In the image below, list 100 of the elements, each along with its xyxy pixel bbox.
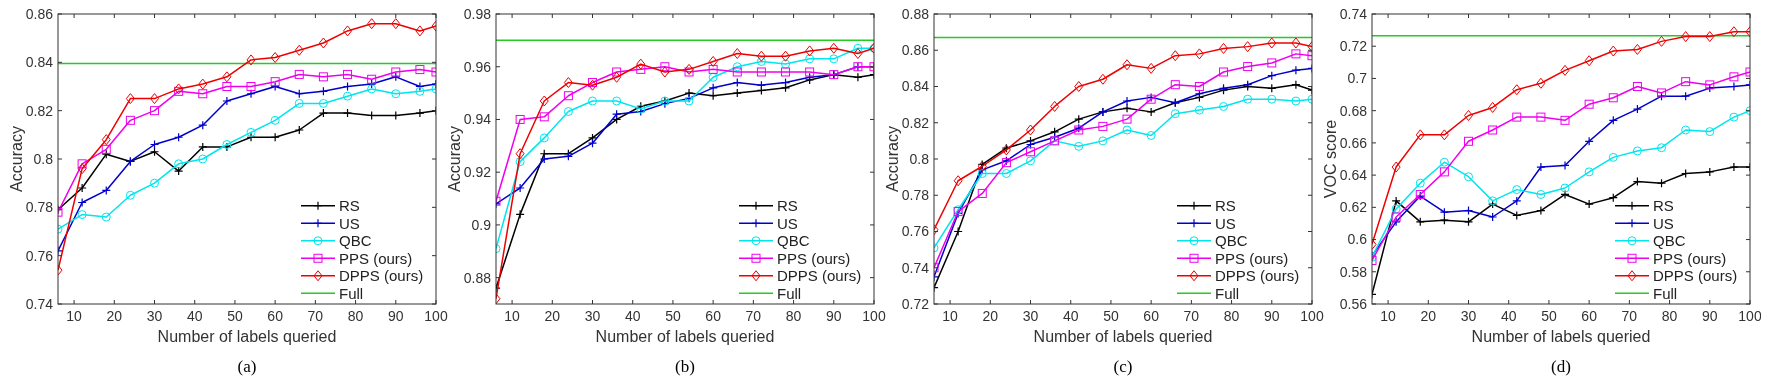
point (515, 157, 525, 167)
y-tick-label: 0.72 (1339, 38, 1368, 55)
point (1512, 112, 1522, 122)
point (1536, 162, 1546, 172)
point (1464, 172, 1474, 182)
point (174, 166, 184, 176)
point (1194, 82, 1204, 91)
point (1560, 64, 1570, 76)
x-tick-label: 70 (1183, 308, 1200, 324)
point (101, 212, 111, 222)
y-axis-title: Accuracy (884, 126, 901, 192)
point (125, 190, 135, 200)
legend-label: Full (1215, 284, 1240, 302)
legend-label: US (1215, 214, 1236, 232)
point (270, 115, 280, 125)
point (1584, 199, 1594, 209)
point (781, 67, 791, 77)
point (563, 77, 573, 89)
point (1439, 129, 1449, 141)
point (246, 89, 256, 99)
point (1074, 81, 1084, 92)
point (1194, 105, 1204, 115)
x-tick-label: 70 (745, 308, 762, 324)
point (805, 54, 815, 64)
point (1608, 93, 1618, 103)
y-tick-label: 0.88 (901, 5, 930, 22)
legend-label: US (339, 214, 360, 232)
x-tick-label: 50 (1541, 308, 1557, 324)
point (1632, 146, 1642, 156)
legend-label: DPPS (ours) (1653, 267, 1738, 284)
point (77, 159, 87, 169)
point (708, 55, 718, 67)
point (294, 69, 304, 79)
legend-label: DPPS (ours) (339, 267, 424, 284)
legend-label: PPS (ours) (1653, 249, 1727, 267)
point (853, 43, 863, 53)
legend-label: QBC (777, 232, 810, 249)
legend-label: US (1653, 214, 1674, 232)
point (1439, 157, 1449, 167)
point (1705, 127, 1715, 137)
x-tick-label: 70 (1621, 308, 1638, 324)
y-tick-label: 0.74 (25, 295, 54, 312)
point (708, 83, 718, 93)
point (636, 58, 646, 70)
legend-label: QBC (339, 232, 372, 249)
legend-label: RS (1215, 197, 1236, 214)
point (1122, 59, 1132, 71)
point (1026, 156, 1036, 166)
point (756, 67, 766, 77)
point (1391, 204, 1401, 214)
x-tick-label: 30 (584, 308, 601, 324)
y-tick-label: 0.78 (25, 199, 54, 216)
y-tick-label: 0.6 (1347, 231, 1368, 248)
point (1146, 62, 1156, 74)
point (953, 226, 963, 237)
point (318, 98, 328, 108)
point (101, 134, 111, 146)
point (415, 108, 425, 118)
x-tick-label: 100 (862, 308, 886, 324)
y-tick-label: 0.84 (901, 78, 930, 95)
text: (c) (1113, 357, 1133, 376)
point (853, 48, 863, 60)
x-tick-label: 40 (1500, 308, 1517, 324)
y-tick-label: 0.94 (463, 111, 492, 128)
point (732, 88, 742, 98)
point (660, 66, 670, 78)
point (1584, 55, 1594, 67)
point (1146, 130, 1156, 140)
point (1291, 96, 1301, 106)
point (1267, 37, 1277, 49)
point (415, 25, 425, 37)
point (1243, 94, 1253, 104)
y-tick-label: 0.76 (901, 223, 930, 240)
x-tick-label: 20 (982, 308, 999, 324)
point (588, 96, 598, 106)
legend-label: Full (339, 284, 364, 302)
point (1560, 115, 1570, 125)
point (853, 72, 863, 82)
point (1122, 96, 1132, 106)
point (1439, 167, 1449, 177)
point (318, 72, 328, 82)
point (1243, 41, 1253, 53)
point (563, 107, 573, 117)
y-tick-label: 0.86 (25, 5, 54, 22)
point (708, 64, 718, 74)
point (246, 82, 256, 91)
y-axis-title: Accuracy (446, 126, 463, 192)
legend-label: DPPS (ours) (777, 267, 862, 284)
x-axis-title: Number of labels queried (595, 328, 775, 345)
point (612, 71, 622, 83)
legend-label: QBC (1653, 232, 1686, 249)
point (1415, 178, 1425, 188)
y-axis-title: Accuracy (8, 126, 25, 192)
point (1098, 136, 1108, 146)
point (1632, 104, 1642, 114)
point (1170, 80, 1180, 90)
point (101, 144, 111, 154)
x-tick-label: 90 (1702, 308, 1718, 324)
point (1026, 124, 1036, 136)
point (1681, 31, 1691, 43)
